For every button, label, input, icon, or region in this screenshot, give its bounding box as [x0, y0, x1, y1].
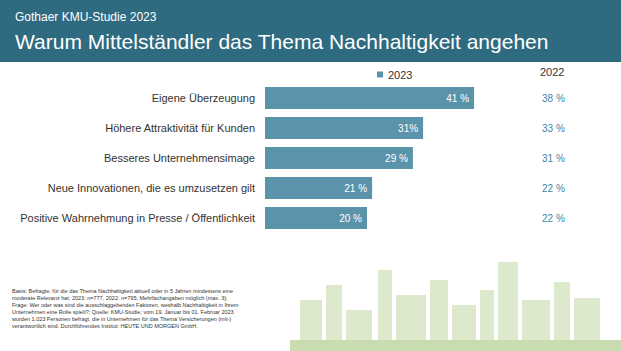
- svg-text:21 %: 21 %: [344, 183, 367, 194]
- svg-text:33 %: 33 %: [542, 123, 565, 134]
- svg-text:Gothaer KMU-Studie 2023: Gothaer KMU-Studie 2023: [15, 10, 157, 24]
- svg-text:31 %: 31 %: [542, 153, 565, 164]
- svg-text:wurden 1.023 Personen befragt,: wurden 1.023 Personen befragt, die in Un…: [11, 316, 233, 322]
- svg-text:moderate Relevanz hat; 2023: n: moderate Relevanz hat; 2023: n=777, 2022…: [12, 295, 229, 301]
- svg-text:Neue Innovationen, die es umzu: Neue Innovationen, die es umzusetzen gil…: [48, 182, 255, 194]
- svg-text:Warum Mittelständler das Thema: Warum Mittelständler das Thema Nachhalti…: [15, 30, 548, 53]
- svg-text:2022: 2022: [540, 66, 564, 78]
- svg-text:verantwortlich sind. Durchführ: verantwortlich sind. Durchführendes Inst…: [12, 323, 198, 329]
- svg-text:22 %: 22 %: [542, 213, 565, 224]
- svg-text:Besseres Unternehmensimage: Besseres Unternehmensimage: [104, 152, 255, 164]
- svg-text:22 %: 22 %: [542, 183, 565, 194]
- svg-text:38 %: 38 %: [542, 93, 565, 104]
- svg-text:Eigene Überzeugung: Eigene Überzeugung: [152, 92, 255, 104]
- svg-text:Frage: Wer oder was sind die a: Frage: Wer oder was sind die ausschlagge…: [12, 302, 240, 308]
- svg-text:20 %: 20 %: [339, 213, 362, 224]
- svg-text:31%: 31%: [398, 123, 418, 134]
- svg-text:2023: 2023: [388, 69, 412, 81]
- svg-text:Basis: Befragte, für die das T: Basis: Befragte, für die das Thema Nachh…: [12, 288, 234, 294]
- svg-text:29 %: 29 %: [385, 153, 408, 164]
- svg-text:41 %: 41 %: [446, 93, 469, 104]
- svg-text:Unternehmen eine Rolle spielt?: Unternehmen eine Rolle spielt?; Quelle: …: [12, 309, 235, 315]
- svg-text:Positive Wahrnehmung in Presse: Positive Wahrnehmung in Presse / Öffentl…: [20, 212, 255, 224]
- svg-text:Höhere Attraktivität für Kunde: Höhere Attraktivität für Kunden: [105, 122, 255, 134]
